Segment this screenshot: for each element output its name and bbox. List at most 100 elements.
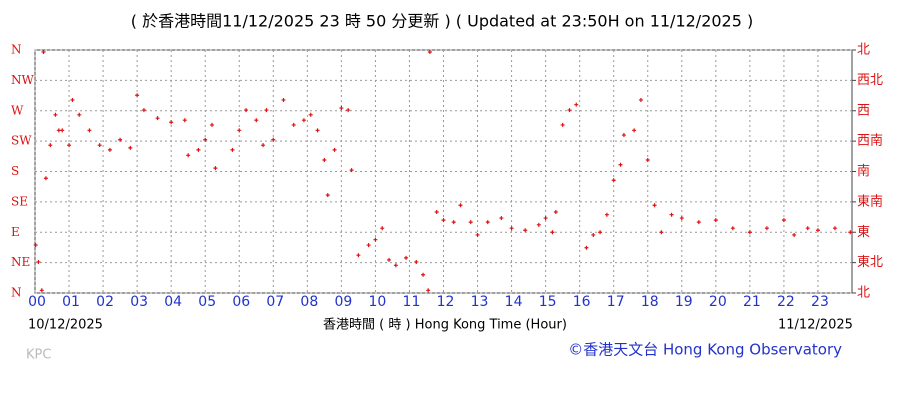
wind-point <box>322 158 327 163</box>
wind-point <box>591 232 596 237</box>
x-tick-label: 01 <box>62 294 80 310</box>
wind-point <box>169 120 174 125</box>
wind-point <box>155 116 160 121</box>
x-tick-label: 06 <box>232 294 250 310</box>
wind-point <box>135 93 140 98</box>
wind-point <box>380 226 385 231</box>
wind-point <box>87 128 92 133</box>
y-tick-label: NE <box>11 255 30 269</box>
wind-point <box>36 259 41 264</box>
y-tick-label: NW <box>11 73 35 87</box>
x-tick-label: 05 <box>198 294 216 310</box>
y-tick-label: SE <box>11 194 28 208</box>
wind-point <box>39 288 44 293</box>
wind-point <box>213 166 218 171</box>
wind-point <box>618 162 623 167</box>
wind-point <box>632 128 637 133</box>
y2-tick-label: 北 <box>857 286 870 301</box>
wind-point <box>792 232 797 237</box>
y-tick-label: W <box>11 103 24 117</box>
wind-point <box>638 97 643 102</box>
x-tick-label: 21 <box>743 294 761 310</box>
wind-point <box>764 226 769 231</box>
wind-point <box>48 143 53 148</box>
wind-point <box>182 118 187 123</box>
wind-point <box>339 106 344 111</box>
y-tick-label: N <box>11 43 22 57</box>
wind-point <box>107 147 112 152</box>
x-tick-label: 18 <box>641 294 659 310</box>
wind-point <box>60 128 65 133</box>
wind-point <box>730 226 735 231</box>
wind-point <box>315 128 320 133</box>
wind-point <box>543 216 548 221</box>
wind-point <box>254 118 259 123</box>
x-tick-label: 08 <box>300 294 318 310</box>
wind-point <box>261 143 266 148</box>
y-tick-label: S <box>11 164 19 178</box>
wind-point <box>77 112 82 117</box>
wind-point <box>550 230 555 235</box>
x-tick-label: 00 <box>28 294 46 310</box>
wind-point <box>414 259 419 264</box>
wind-point <box>56 128 61 133</box>
y2-tick-label: 南 <box>857 163 870 179</box>
y-tick-label: N <box>11 286 22 300</box>
wind-point <box>67 143 72 148</box>
y2-tick-label: 東 <box>857 224 870 240</box>
wind-point <box>815 228 820 233</box>
wind-point <box>679 216 684 221</box>
wind-point <box>387 257 392 262</box>
wind-point <box>33 243 38 248</box>
wind-point <box>659 230 664 235</box>
wind-point <box>53 112 58 117</box>
wind-point <box>271 137 276 142</box>
wind-point <box>186 153 191 158</box>
x-tick-label: 15 <box>539 294 557 310</box>
wind-point <box>141 108 146 113</box>
y2-tick-label: 北 <box>857 43 870 58</box>
wind-point <box>118 137 123 142</box>
x-tick-label: 12 <box>437 294 455 310</box>
wind-point <box>393 263 398 268</box>
wind-point <box>458 203 463 208</box>
wind-point <box>652 203 657 208</box>
x-tick-label: 19 <box>675 294 693 310</box>
wind-point <box>421 272 426 277</box>
wind-point <box>434 210 439 214</box>
y-tick-label: SW <box>11 134 32 148</box>
x-tick-label: 03 <box>130 294 148 310</box>
wind-point <box>553 210 558 214</box>
wind-point <box>291 122 296 127</box>
wind-point <box>426 288 431 293</box>
wind-point <box>832 226 837 231</box>
wind-point <box>645 158 650 163</box>
footer-code: KPC <box>26 348 51 363</box>
x-tick-label: 07 <box>266 294 284 310</box>
wind-point <box>244 108 249 113</box>
x-tick-label: 10 <box>369 294 387 310</box>
wind-point <box>848 230 853 235</box>
wind-point <box>308 112 313 117</box>
wind-point <box>128 145 133 150</box>
wind-point <box>747 230 752 235</box>
wind-point <box>485 220 490 225</box>
wind-point <box>301 118 306 123</box>
wind-point <box>509 226 514 231</box>
wind-point <box>499 216 504 221</box>
y2-tick-label: 西 <box>857 103 870 118</box>
wind-point <box>441 218 446 223</box>
wind-point <box>97 143 102 148</box>
y2-tick-label: 東北 <box>857 254 883 270</box>
y-tick-label: E <box>11 225 20 239</box>
wind-point <box>475 232 480 237</box>
wind-point <box>560 122 565 127</box>
wind-point <box>332 147 337 152</box>
x-tick-label: 20 <box>709 294 727 310</box>
wind-point <box>574 102 579 107</box>
x-tick-label: 04 <box>164 294 182 310</box>
wind-point <box>536 222 541 227</box>
wind-point <box>373 237 378 242</box>
chart-title: ( 於香港時間11/12/2025 23 時 50 分更新 ) ( Update… <box>131 12 754 31</box>
